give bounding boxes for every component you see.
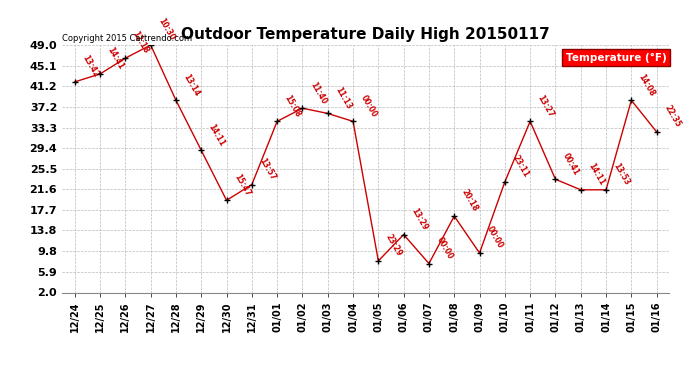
Text: 14:08: 14:08 (637, 72, 657, 98)
Text: Temperature (°F): Temperature (°F) (566, 53, 667, 63)
Text: 10:30: 10:30 (156, 17, 176, 42)
Text: 00:00: 00:00 (485, 225, 505, 250)
Text: 00:00: 00:00 (359, 93, 378, 118)
Text: 12:18: 12:18 (131, 30, 151, 56)
Text: 13:57: 13:57 (257, 156, 277, 182)
Text: 22:35: 22:35 (662, 104, 682, 129)
Text: 23:29: 23:29 (384, 233, 404, 258)
Text: 13:53: 13:53 (611, 162, 631, 187)
Text: 14:41: 14:41 (106, 46, 126, 71)
Text: 14:11: 14:11 (207, 122, 226, 147)
Text: 00:41: 00:41 (561, 151, 581, 177)
Text: 00:00: 00:00 (435, 236, 454, 261)
Text: 20:18: 20:18 (460, 188, 480, 213)
Text: 11:40: 11:40 (308, 80, 328, 105)
Text: 13:42: 13:42 (80, 54, 100, 79)
Title: Outdoor Temperature Daily High 20150117: Outdoor Temperature Daily High 20150117 (181, 27, 550, 42)
Text: 15:08: 15:08 (283, 93, 302, 118)
Text: 13:29: 13:29 (409, 206, 429, 232)
Text: 23:11: 23:11 (511, 154, 530, 179)
Text: Copyright 2015 Cartrendo.com: Copyright 2015 Cartrendo.com (62, 33, 193, 42)
Text: 13:14: 13:14 (181, 72, 201, 98)
Text: 13:27: 13:27 (535, 93, 555, 118)
Text: 15:47: 15:47 (232, 172, 252, 198)
Text: 14:11: 14:11 (586, 162, 606, 187)
Text: 11:13: 11:13 (333, 85, 353, 111)
